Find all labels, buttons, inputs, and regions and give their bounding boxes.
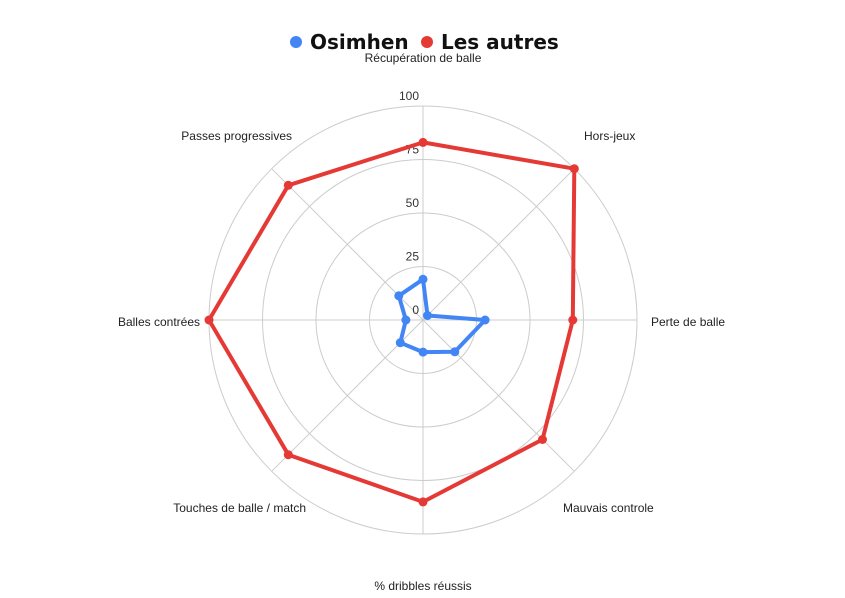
axis-label-perte-de-balle: Perte de balle [651, 315, 725, 329]
point-les-autres-6 [204, 315, 214, 325]
legend-marker-osimhen [290, 36, 302, 48]
tick-label-25: 25 [406, 250, 420, 264]
point-osimhen-5 [395, 338, 405, 348]
point-les-autres-4 [418, 497, 428, 507]
point-les-autres-5 [283, 450, 293, 460]
point-osimhen-3 [450, 347, 460, 357]
radar-axis-labels: Récupération de balle Hors-jeux Perte de… [118, 51, 725, 593]
point-osimhen-0 [418, 274, 428, 284]
point-osimhen-7 [394, 291, 404, 301]
radial-tick-labels: 0 25 50 75 100 [399, 89, 419, 317]
point-osimhen-1 [423, 311, 432, 320]
point-les-autres-2 [568, 315, 578, 325]
axis-label-hors-jeux: Hors-jeux [584, 129, 635, 143]
legend-marker-les-autres [421, 36, 433, 48]
axis-label-balles-contrees: Balles contrées [118, 315, 200, 329]
point-les-autres-3 [538, 435, 547, 444]
spoke-3 [422, 319, 575, 472]
point-les-autres-1 [569, 164, 579, 174]
legend-label-osimhen: Osimhen [310, 30, 409, 54]
point-osimhen-2 [480, 315, 490, 325]
point-osimhen-4 [418, 347, 428, 357]
axis-label-dribbles-reussis: % dribbles réussis [374, 579, 471, 593]
chart-legend: Osimhen Les autres [290, 30, 559, 54]
point-les-autres-0 [418, 137, 428, 147]
axis-label-recuperation-de-balle: Récupération de balle [365, 51, 482, 65]
point-les-autres-7 [283, 180, 293, 190]
tick-label-100: 100 [399, 89, 419, 103]
tick-label-0: 0 [412, 303, 419, 317]
point-osimhen-6 [401, 315, 411, 325]
axis-label-mauvais-controle: Mauvais controle [563, 501, 654, 515]
radar-series [204, 137, 579, 507]
tick-label-50: 50 [406, 196, 420, 210]
axis-label-passes-progressives: Passes progressives [181, 129, 292, 143]
spoke-1 [422, 168, 575, 321]
legend-label-les-autres: Les autres [441, 30, 559, 54]
axis-label-touches-de-balle: Touches de balle / match [173, 501, 306, 515]
